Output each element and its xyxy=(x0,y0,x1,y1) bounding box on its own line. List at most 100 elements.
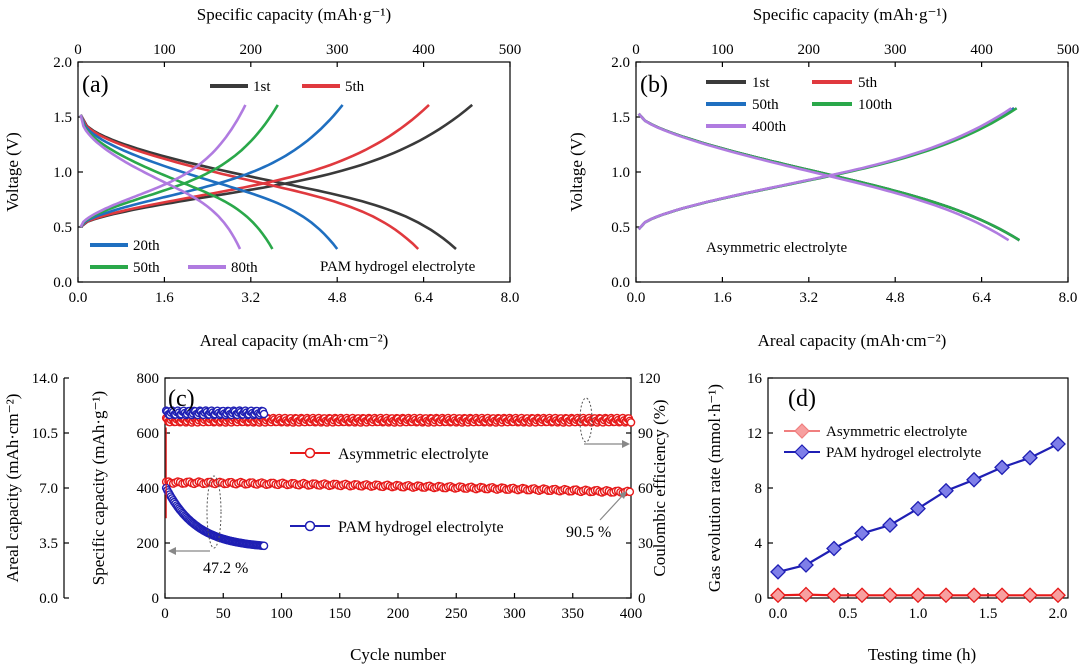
a-top-tick-label-2: 200 xyxy=(240,42,263,58)
d-point-0-7 xyxy=(966,587,982,604)
b-y-tick-label-3: 1.5 xyxy=(611,110,630,126)
asym-retention-arrowhead xyxy=(622,440,630,448)
panel-b: 0.0 1.6 3.2 4.8 6.4 8.0 0 100 200 300 400 500 0.0 0.5… xyxy=(567,5,1079,350)
a-y-tick-label-4: 2.0 xyxy=(53,55,72,71)
d-y-tick-label-0: 0 xyxy=(755,591,763,607)
d-point-1-0 xyxy=(770,563,786,580)
c-point-3-85 xyxy=(259,409,269,419)
a-y-tick-label-2: 1.0 xyxy=(53,165,72,181)
legend-c-label-1: PAM hydrogel electrolyte xyxy=(338,519,504,536)
c-x-tick-label-0: 0 xyxy=(161,606,169,622)
panel-c-right-y-axis-label: Coulombic efficiency (%) xyxy=(650,399,669,576)
panel-b-curves xyxy=(637,107,1021,242)
b-top-tick-label-2: 200 xyxy=(798,42,821,58)
b-y-tick-label-0: 0.0 xyxy=(611,275,630,291)
panel-c-label: (c) xyxy=(168,386,195,412)
panel-c-points xyxy=(161,406,636,551)
b-y-tick-label-4: 2.0 xyxy=(611,55,630,71)
panel-a-y-axis-label: Voltage (V) xyxy=(3,132,22,211)
b-y-tick-label-2: 1.0 xyxy=(611,165,630,181)
a-x-tick-label-0: 0.0 xyxy=(69,290,88,306)
curve-a-discharge-4 xyxy=(79,114,242,250)
legend-b-label-1: 5th xyxy=(858,75,878,91)
panel-a-x-axis-label: Areal capacity (mAh·cm⁻²) xyxy=(200,331,389,350)
c-y-tick-label-4: 800 xyxy=(137,371,160,387)
panel-a-legend: 1st 5th 20th 50th 80th xyxy=(90,79,365,276)
c-x-tick-label-4: 200 xyxy=(387,606,410,622)
c-x-tick-label-7: 350 xyxy=(562,606,585,622)
d-point-0-2 xyxy=(826,587,842,604)
panel-a: 0.0 1.6 3.2 4.8 6.4 8.0 0 100 200 300 400 500 0.0 0.5… xyxy=(3,5,521,350)
panel-c: 0 50 100 150 200 250 300 350 4000200400600800030… xyxy=(3,371,669,664)
b-top-tick-label-5: 500 xyxy=(1057,42,1080,58)
a-y-tick-label-1: 0.5 xyxy=(53,220,72,236)
c-x-tick-label-2: 100 xyxy=(270,606,293,622)
panel-c-outer-y-axis-label: Areal capacity (mAh·cm⁻²) xyxy=(3,394,22,583)
panel-a-label: (a) xyxy=(82,72,109,98)
b-x-tick-label-4: 6.4 xyxy=(972,290,991,306)
a-top-tick-label-1: 100 xyxy=(153,42,176,58)
c-y2-tick-label-2: 60 xyxy=(638,481,653,497)
panel-b-y-axis-label: Voltage (V) xyxy=(567,132,586,211)
c-point-2-85 xyxy=(259,541,269,551)
a-x-tick-label-4: 6.4 xyxy=(414,290,433,306)
panel-a-curves xyxy=(79,103,474,250)
d-y-tick-label-3: 12 xyxy=(747,426,762,442)
panel-c-x-axis-label: Cycle number xyxy=(350,645,446,664)
d-point-0-5 xyxy=(910,587,926,604)
legend-b-label-0: 1st xyxy=(752,75,770,91)
c-x-tick-label-5: 250 xyxy=(445,606,468,622)
legend-a-label-3: 50th xyxy=(133,260,160,276)
legend-b-label-2: 50th xyxy=(752,97,779,113)
d-x-tick-label-0: 0.0 xyxy=(769,606,788,622)
legend-d-label-1: PAM hydrogel electrolyte xyxy=(826,445,982,461)
b-top-tick-label-4: 400 xyxy=(970,42,993,58)
panel-c-legend: Asymmetric electrolyte PAM hydrogel elec… xyxy=(290,446,504,536)
legend-a-label-4: 80th xyxy=(231,260,258,276)
c-x-tick-label-1: 50 xyxy=(216,606,231,622)
a-x-tick-label-5: 8.0 xyxy=(501,290,520,306)
pam-retention-ellipse xyxy=(206,475,222,549)
panel-b-annotation: Asymmetric electrolyte xyxy=(706,240,848,256)
d-point-0-8 xyxy=(994,587,1010,604)
b-top-tick-label-1: 100 xyxy=(711,42,734,58)
panel-b-top-axis-label: Specific capacity (mAh·g⁻¹) xyxy=(753,5,947,24)
legend-d-marker-0 xyxy=(794,423,810,439)
d-point-1-7 xyxy=(966,471,982,488)
d-point-0-3 xyxy=(854,587,870,604)
b-top-tick-label-0: 0 xyxy=(632,42,640,58)
b-x-tick-label-3: 4.8 xyxy=(886,290,905,306)
d-point-1-4 xyxy=(882,517,898,534)
a-top-tick-label-5: 500 xyxy=(499,42,522,58)
panel-d-label: (d) xyxy=(788,386,816,412)
panel-d-series xyxy=(770,436,1066,604)
curve-a-charge-4 xyxy=(79,104,247,228)
b-y-tick-label-1: 0.5 xyxy=(611,220,630,236)
b-x-tick-label-1: 1.6 xyxy=(713,290,732,306)
c-y-tick-label-1: 200 xyxy=(137,536,160,552)
a-x-tick-label-2: 3.2 xyxy=(241,290,260,306)
legend-c-label-0: Asymmetric electrolyte xyxy=(338,446,489,463)
d-y-tick-label-1: 4 xyxy=(755,536,763,552)
curve-b-charge-4 xyxy=(637,107,1013,231)
b-x-tick-label-5: 8.0 xyxy=(1059,290,1078,306)
b-x-tick-label-0: 0.0 xyxy=(627,290,646,306)
d-y-tick-label-2: 8 xyxy=(755,481,763,497)
d-x-tick-label-4: 2.0 xyxy=(1049,606,1068,622)
c-outer-tick-label-0: 0.0 xyxy=(39,591,58,607)
panel-d-x-axis-label: Testing time (h) xyxy=(868,645,976,664)
curve-b-discharge-4 xyxy=(637,112,1010,242)
c-y-tick-label-2: 400 xyxy=(137,481,160,497)
legend-a-label-0: 1st xyxy=(253,79,271,95)
c-x-tick-label-3: 150 xyxy=(329,606,352,622)
a-x-tick-label-3: 4.8 xyxy=(328,290,347,306)
c-point-1-400 xyxy=(626,418,636,427)
d-point-1-6 xyxy=(938,482,954,499)
c-x-tick-label-6: 300 xyxy=(503,606,526,622)
d-x-tick-label-2: 1.0 xyxy=(909,606,928,622)
c-outer-tick-label-3: 10.5 xyxy=(32,426,58,442)
legend-a-label-2: 20th xyxy=(133,238,160,254)
c-outer-tick-label-2: 7.0 xyxy=(39,481,58,497)
d-point-0-0 xyxy=(770,587,786,604)
panel-d-y-axis-label: Gas evolution rate (mmol·h⁻¹) xyxy=(705,384,724,592)
